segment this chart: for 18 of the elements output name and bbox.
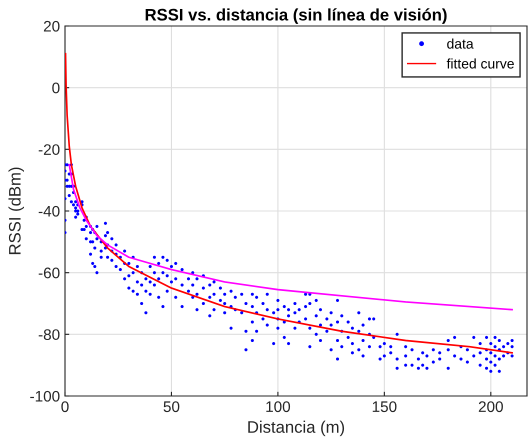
y-tick-label: -100 [30, 390, 60, 402]
y-tick-label: -20 [38, 144, 60, 156]
y-tick-label: 20 [44, 20, 60, 32]
x-tick-label: 200 [478, 401, 503, 412]
y-axis-title: RSSI (dBm) [8, 168, 24, 254]
legend-label: data [447, 38, 474, 49]
x-axis-title: Distancia (m) [248, 420, 344, 436]
x-tick-label: 50 [164, 401, 180, 412]
line-series [65, 52, 513, 354]
x-tick-label: 100 [266, 401, 290, 412]
x-tick-label: 150 [372, 401, 397, 412]
y-tick-label: 0 [52, 82, 60, 94]
y-tick-label: -40 [38, 206, 60, 217]
chart-title: RSSI vs. distancia (sin línea de visión) [146, 8, 447, 24]
legend-label: fitted curve [446, 58, 514, 69]
y-tick-label: -60 [38, 268, 60, 278]
x-tick-label: 0 [61, 401, 69, 412]
y-tick-label: -80 [38, 329, 60, 340]
